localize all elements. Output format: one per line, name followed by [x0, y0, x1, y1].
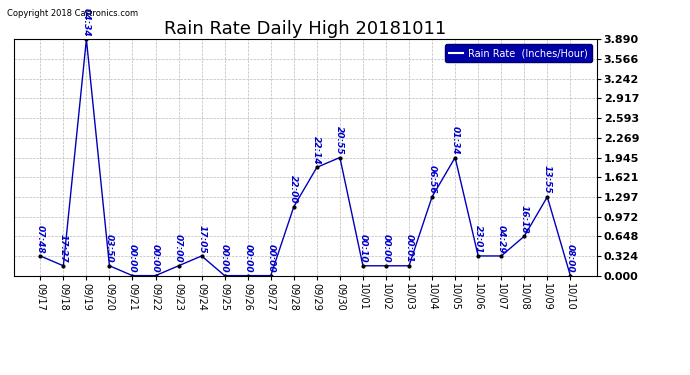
- Text: 01:34: 01:34: [451, 126, 460, 155]
- Text: 20:55: 20:55: [335, 126, 344, 155]
- Text: 00:01: 00:01: [404, 234, 413, 263]
- Text: 07:00: 07:00: [174, 234, 183, 263]
- Text: 08:00: 08:00: [566, 244, 575, 273]
- Text: 04:34: 04:34: [82, 8, 91, 37]
- Text: Copyright 2018 Cartronics.com: Copyright 2018 Cartronics.com: [7, 9, 138, 18]
- Text: 00:00: 00:00: [220, 244, 229, 273]
- Text: 00:00: 00:00: [128, 244, 137, 273]
- Legend: Rain Rate  (Inches/Hour): Rain Rate (Inches/Hour): [445, 44, 592, 62]
- Text: 17:05: 17:05: [197, 225, 206, 253]
- Title: Rain Rate Daily High 20181011: Rain Rate Daily High 20181011: [164, 20, 446, 38]
- Text: 16:18: 16:18: [520, 205, 529, 234]
- Text: 00:10: 00:10: [358, 234, 368, 263]
- Text: 22:14: 22:14: [313, 136, 322, 165]
- Text: 22:00: 22:00: [289, 175, 298, 204]
- Text: 00:00: 00:00: [151, 244, 160, 273]
- Text: 03:50: 03:50: [105, 234, 114, 263]
- Text: 00:00: 00:00: [266, 244, 275, 273]
- Text: 04:29: 04:29: [497, 225, 506, 253]
- Text: 23:01: 23:01: [473, 225, 483, 253]
- Text: 17:27: 17:27: [59, 234, 68, 263]
- Text: 06:56: 06:56: [428, 165, 437, 194]
- Text: 00:00: 00:00: [243, 244, 253, 273]
- Text: 07:48: 07:48: [36, 225, 45, 253]
- Text: 13:55: 13:55: [543, 165, 552, 194]
- Text: 00:00: 00:00: [382, 234, 391, 263]
